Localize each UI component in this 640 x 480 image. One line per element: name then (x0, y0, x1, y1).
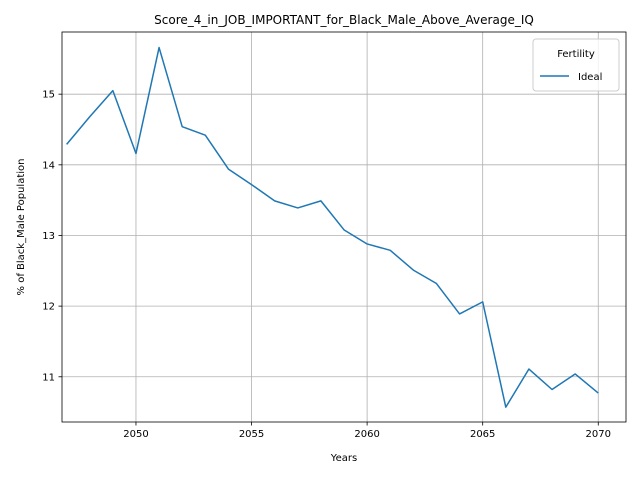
chart-title: Score_4_in_JOB_IMPORTANT_for_Black_Male_… (154, 13, 534, 27)
legend: Fertility Ideal (532, 38, 620, 92)
x-tick-label: 2050 (123, 429, 148, 440)
axis-ticks: 2050 2055 2060 2065 2070 11 12 13 14 15 (42, 90, 611, 440)
x-axis-title: Years (330, 453, 357, 464)
y-tick-label: 15 (42, 90, 55, 101)
x-tick-label: 2070 (586, 429, 611, 440)
x-tick-label: 2065 (470, 429, 495, 440)
grid-lines (62, 32, 626, 422)
plot-frame (61, 31, 627, 423)
y-tick-label: 12 (42, 302, 55, 313)
y-axis-title: % of Black_Male Population (16, 159, 27, 296)
y-tick-label: 11 (42, 372, 55, 383)
y-tick-label: 13 (42, 231, 55, 242)
y-tick-label: 14 (42, 160, 55, 171)
series-line-ideal (66, 46, 599, 408)
x-tick-label: 2055 (239, 429, 264, 440)
legend-label-ideal: Ideal (578, 72, 602, 83)
legend-box (532, 38, 620, 92)
series-lines (66, 46, 599, 408)
x-tick-label: 2060 (354, 429, 379, 440)
legend-title: Fertility (557, 49, 595, 60)
